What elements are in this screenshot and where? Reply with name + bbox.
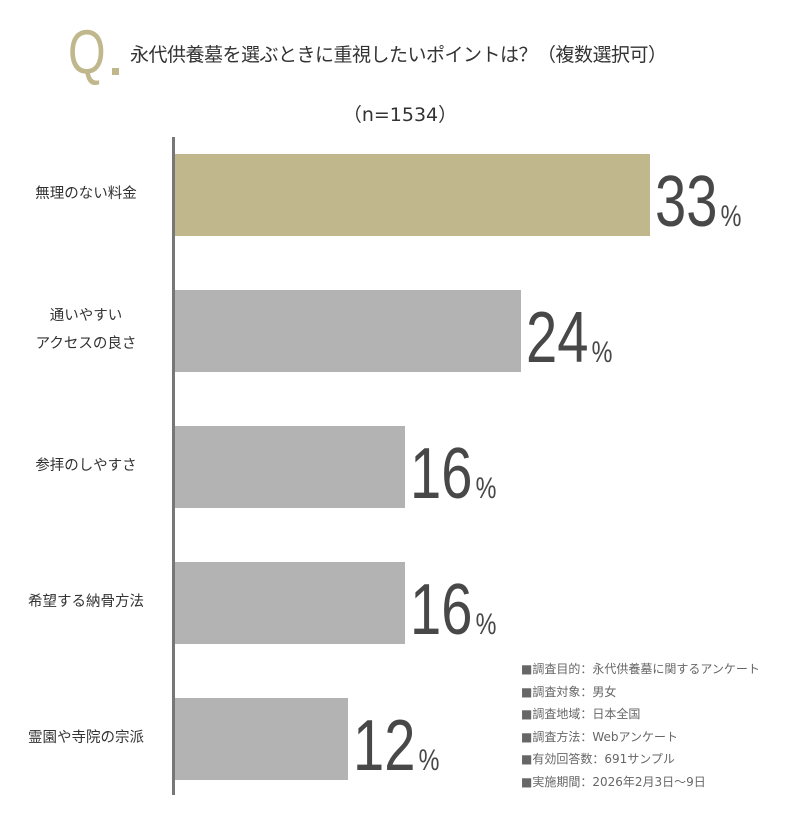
data-label-value: 12 xyxy=(352,706,416,786)
q-dot xyxy=(112,68,119,75)
data-label-unit: % xyxy=(720,200,742,233)
note-region: ■調査地域：日本全国 xyxy=(521,707,641,721)
note-period: ■実施期間：2026年2月3日〜9日 xyxy=(521,774,706,789)
data-label: 16% xyxy=(410,574,496,646)
data-label-unit: % xyxy=(418,744,440,777)
category-label-text: 霊園や寺院の宗派 xyxy=(28,730,144,747)
data-label: 12% xyxy=(353,710,439,782)
category-label: 無理のない料金 xyxy=(0,154,172,236)
data-label: 33% xyxy=(655,166,741,238)
note-purpose: ■調査目的：永代供養墓に関するアンケート xyxy=(521,662,760,676)
category-label-text: 通いやすい アクセスの良さ xyxy=(35,308,137,352)
data-label-value: 24 xyxy=(525,298,589,378)
bar xyxy=(175,154,651,236)
note-target: ■調査対象：男女 xyxy=(521,684,617,699)
data-label-unit: % xyxy=(591,336,613,369)
bar xyxy=(175,698,348,780)
data-label-value: 33 xyxy=(655,162,718,242)
y-axis-line xyxy=(172,137,175,795)
sample-size: （n=1534） xyxy=(342,104,458,126)
bar xyxy=(175,562,406,644)
note-method: ■調査方法：Webアンケート xyxy=(521,729,679,744)
chart-title: 永代供養墓を選ぶときに重視したいポイントは？（複数選択可） xyxy=(130,44,667,66)
category-label: 希望する納骨方法 xyxy=(0,562,172,644)
data-label: 16% xyxy=(410,438,496,510)
note-responses: ■有効回答数：691サンプル xyxy=(521,752,675,766)
data-label: 24% xyxy=(526,302,612,374)
bar xyxy=(175,426,406,508)
data-label-unit: % xyxy=(475,472,497,505)
category-label-text: 無理のない料金 xyxy=(35,186,137,203)
category-label-text: 希望する納骨方法 xyxy=(28,594,144,611)
bar xyxy=(175,290,521,372)
survey-notes: ■調査目的：永代供養墓に関するアンケート ■調査対象：男女 ■調査地域：日本全国… xyxy=(521,658,760,793)
category-label: 霊園や寺院の宗派 xyxy=(0,698,172,780)
q-mark: Q xyxy=(68,18,106,87)
data-label-value: 16 xyxy=(410,570,473,650)
category-label: 参拝のしやすさ xyxy=(0,426,172,508)
category-label-text: 参拝のしやすさ xyxy=(35,458,137,475)
category-label: 通いやすい アクセスの良さ xyxy=(0,290,172,372)
data-label-unit: % xyxy=(475,608,497,641)
data-label-value: 16 xyxy=(410,434,473,514)
